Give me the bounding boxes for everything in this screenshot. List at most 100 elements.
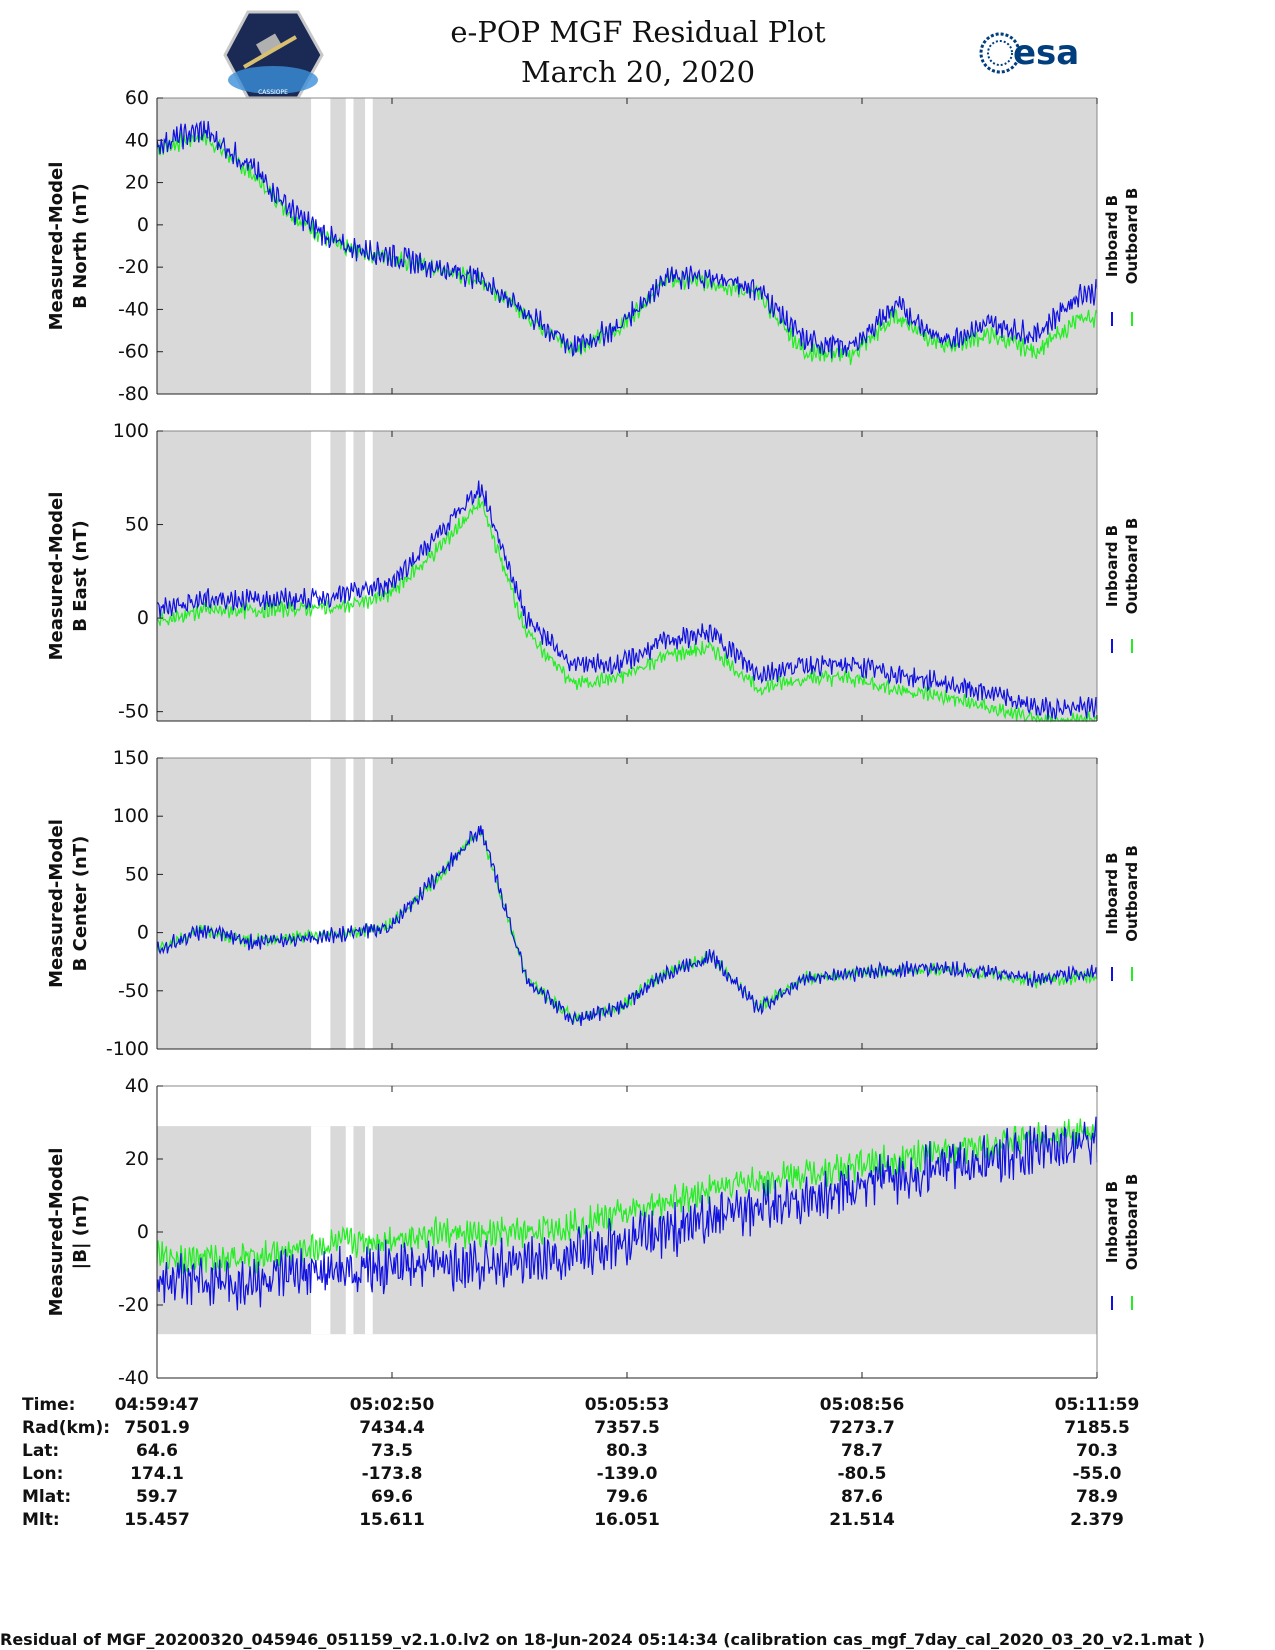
panel-background [157,431,1097,721]
y-tick-label: -60 [118,341,149,363]
ephemeris-mlt-value: 2.379 [1070,1510,1124,1530]
y-tick-label: 40 [125,1075,149,1097]
panel-east: -50 0 50 100 Measured-Model B East (nT) Inboar… [46,420,1141,723]
y-tick-label: -50 [118,701,149,723]
ephemeris-lon-value: -55.0 [1073,1464,1122,1484]
y-tick-label: 0 [137,214,149,236]
y-tick-label: -40 [118,1367,149,1389]
ephemeris-lon-value: 174.1 [130,1464,184,1484]
legend-label-outboard: Outboard B [1123,1174,1141,1271]
y-axis-label: B North (nT) [70,183,91,309]
y-axis-label: B East (nT) [70,520,91,632]
ephemeris-rad-value: 7434.4 [359,1418,425,1438]
ephemeris-row-label: Mlt: [22,1510,60,1530]
legend-label-outboard: Outboard B [1123,518,1141,615]
legend-label-inboard: Inboard B [1103,195,1121,277]
y-axis-label: B Center (nT) [70,836,91,972]
y-tick-label: 100 [113,420,149,442]
y-tick-label: -80 [118,383,149,405]
y-axis-label: Measured-Model [46,492,67,661]
ephemeris-time-value: 05:02:50 [350,1395,435,1415]
footer-caption: Residual of MGF_20200320_045946_051159_v… [0,1630,1205,1649]
ephemeris-row-label: Lon: [22,1464,63,1484]
legend-label-inboard: Inboard B [1103,525,1121,607]
panel-background [157,98,1097,394]
ephemeris-lat-value: 80.3 [606,1441,648,1461]
y-tick-label: 60 [125,87,149,109]
y-tick-label: -50 [118,980,149,1002]
esa-logo: esa [979,32,1079,74]
ephemeris-lat-value: 73.5 [371,1441,413,1461]
ephemeris-mlt-value: 21.514 [829,1510,895,1530]
panel-center: -100 -50 0 50 100 150 Measured-Model B Center (… [46,747,1141,1060]
ephemeris-row-label: Lat: [22,1441,59,1461]
y-tick-label: 150 [113,747,149,769]
y-tick-label: 40 [125,129,149,151]
y-tick-label: 0 [137,607,149,629]
panel-total: -40 -20 0 20 40 Measured-Model |B| (nT) Inboard… [46,1075,1141,1389]
ephemeris-row-label: Rad(km): [22,1418,110,1438]
ephemeris-mlat-value: 87.6 [841,1487,883,1507]
y-tick-label: 0 [137,922,149,944]
data-gap [365,1126,373,1335]
ephemeris-mlt-value: 15.457 [124,1510,190,1530]
ephemeris-mlat-value: 69.6 [371,1487,413,1507]
y-tick-label: -20 [118,1294,149,1316]
ephemeris-row-label: Mlat: [22,1487,71,1507]
ephemeris-lat-value: 78.7 [841,1441,883,1461]
ephemeris-mlat-value: 78.9 [1076,1487,1118,1507]
chart-subtitle-date: March 20, 2020 [521,55,755,89]
y-axis-label: Measured-Model [46,162,67,331]
ephemeris-mlat-value: 79.6 [606,1487,648,1507]
ephemeris-time-value: 05:08:56 [820,1395,905,1415]
series-line-outboard [156,1118,1098,1274]
ephemeris-lat-value: 70.3 [1076,1441,1118,1461]
ephemeris-time-value: 05:11:59 [1055,1395,1140,1415]
ephemeris-lat-value: 64.6 [136,1441,178,1461]
legend-label-inboard: Inboard B [1103,1181,1121,1263]
ephemeris-rad-value: 7273.7 [829,1418,895,1438]
data-gap [345,1126,354,1335]
y-tick-label: -20 [118,256,149,278]
data-gap [311,758,331,1049]
y-tick-label: 0 [137,1221,149,1243]
panel-north: -80 -60 -40 -20 0 20 40 60 Measured-Model B North… [46,87,1141,405]
data-gap [345,758,354,1049]
y-axis-label: Measured-Model [46,819,67,988]
ephemeris-mlt-value: 16.051 [594,1510,660,1530]
y-tick-label: 20 [125,172,149,194]
ephemeris-time-value: 04:59:47 [115,1395,200,1415]
ephemeris-lon-value: -139.0 [597,1464,658,1484]
series-line-inboard [156,825,1098,1027]
series-line-inboard [156,480,1098,720]
cassiope-logo: CASSIOPE [223,10,324,100]
ephemeris-row-label: Time: [22,1395,75,1415]
y-tick-label: 50 [125,863,149,885]
ephemeris-mlt-value: 15.611 [359,1510,425,1530]
y-tick-label: -40 [118,298,149,320]
ephemeris-lon-value: -80.5 [838,1464,887,1484]
data-gap [345,98,354,394]
chart-title: e-POP MGF Residual Plot [450,15,826,49]
data-gap [311,1126,331,1335]
legend-label-outboard: Outboard B [1123,845,1141,942]
data-gap [365,431,373,721]
ephemeris-rad-value: 7501.9 [124,1418,190,1438]
series-line-outboard [156,496,1098,723]
legend-label-outboard: Outboard B [1123,188,1141,285]
legend-label-inboard: Inboard B [1103,852,1121,934]
y-tick-label: 50 [125,514,149,536]
ephemeris-rad-value: 7357.5 [594,1418,660,1438]
series-line-inboard [156,120,1098,359]
cassiope-logo-text: CASSIOPE [258,89,288,96]
y-tick-label: 100 [113,805,149,827]
y-axis-label: |B| (nT) [70,1195,91,1270]
data-gap [311,98,331,394]
ephemeris-mlat-value: 59.7 [136,1487,178,1507]
ephemeris-rad-value: 7185.5 [1064,1418,1130,1438]
y-axis-label: Measured-Model [46,1148,67,1317]
series-line-inboard [156,1116,1098,1311]
data-gap [345,431,354,721]
y-tick-label: 20 [125,1148,149,1170]
data-gap [311,431,331,721]
